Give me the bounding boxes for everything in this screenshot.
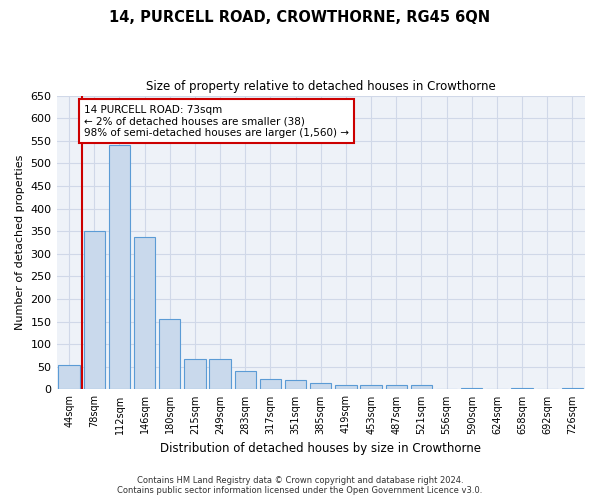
Bar — [386, 385, 407, 390]
Bar — [184, 359, 206, 390]
Text: 14, PURCELL ROAD, CROWTHORNE, RG45 6QN: 14, PURCELL ROAD, CROWTHORNE, RG45 6QN — [109, 10, 491, 25]
Bar — [562, 388, 583, 390]
Bar — [134, 237, 155, 390]
Bar — [83, 231, 105, 390]
Text: Contains HM Land Registry data © Crown copyright and database right 2024.
Contai: Contains HM Land Registry data © Crown c… — [118, 476, 482, 495]
Bar — [235, 372, 256, 390]
Bar — [285, 380, 307, 390]
Bar — [260, 380, 281, 390]
Bar — [109, 146, 130, 390]
Title: Size of property relative to detached houses in Crowthorne: Size of property relative to detached ho… — [146, 80, 496, 93]
Bar — [461, 388, 482, 390]
Text: 14 PURCELL ROAD: 73sqm
← 2% of detached houses are smaller (38)
98% of semi-deta: 14 PURCELL ROAD: 73sqm ← 2% of detached … — [84, 104, 349, 138]
Bar — [310, 382, 331, 390]
Bar — [335, 385, 356, 390]
Y-axis label: Number of detached properties: Number of detached properties — [15, 155, 25, 330]
Bar — [209, 359, 231, 390]
Bar — [361, 385, 382, 390]
Bar — [511, 388, 533, 390]
Bar — [159, 320, 181, 390]
Bar — [411, 385, 432, 390]
X-axis label: Distribution of detached houses by size in Crowthorne: Distribution of detached houses by size … — [160, 442, 481, 455]
Bar — [58, 364, 80, 390]
